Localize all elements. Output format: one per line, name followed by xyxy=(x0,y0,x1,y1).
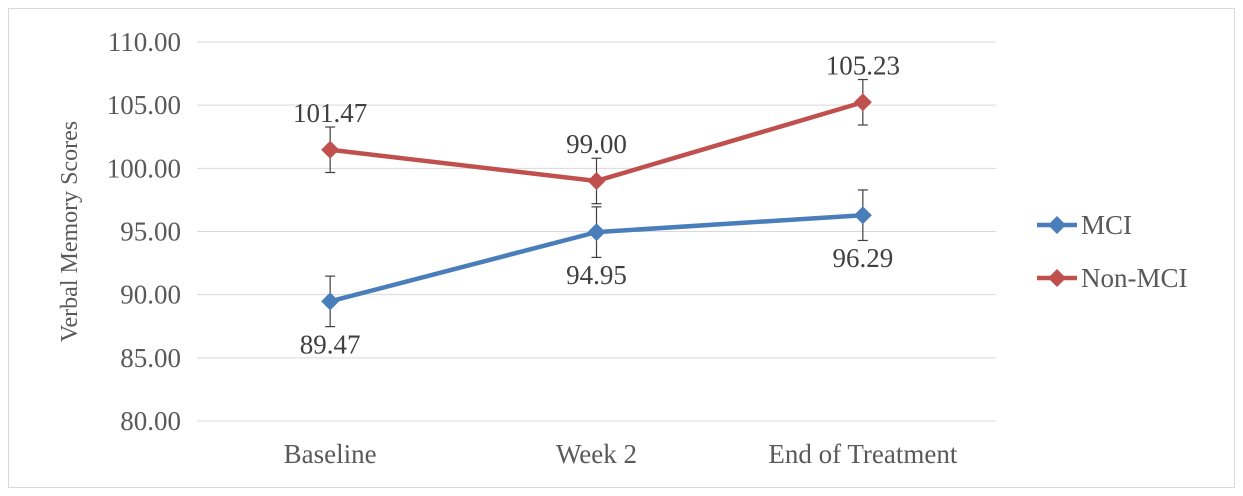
legend-item-mci[interactable]: MCI xyxy=(1037,210,1132,240)
data-point-mci[interactable] xyxy=(587,223,606,242)
legend-label-mci: MCI xyxy=(1081,210,1132,240)
legend-marker-mci xyxy=(1048,216,1066,234)
y-axis-tick-labels: 80.00 85.00 90.00 95.00 100.00 105.00 110.00 xyxy=(107,27,181,436)
series-layer xyxy=(321,78,872,328)
data-point-mci[interactable] xyxy=(321,292,340,311)
x-tick-label: Baseline xyxy=(284,439,377,469)
chart-svg: 80.00 85.00 90.00 95.00 100.00 105.00 110.00 B… xyxy=(57,27,1188,469)
data-label-mci: 89.47 xyxy=(300,329,361,359)
x-tick-label: Week 2 xyxy=(556,439,637,469)
legend-label-non-mci: Non-MCI xyxy=(1081,263,1188,293)
legend-marker-non-mci xyxy=(1048,269,1066,287)
y-axis-title: Verbal Memory Scores xyxy=(57,121,83,342)
y-tick-label: 105.00 xyxy=(107,90,181,120)
y-tick-label: 80.00 xyxy=(120,406,181,436)
data-labels: 89.47 94.95 96.29 101.47 99.00 105.23 xyxy=(293,50,900,359)
chart-frame: 80.00 85.00 90.00 95.00 100.00 105.00 110.00 B… xyxy=(8,8,1235,488)
data-label-non-mci: 105.23 xyxy=(826,50,900,80)
data-label-mci: 96.29 xyxy=(832,243,893,273)
y-tick-label: 110.00 xyxy=(108,27,181,57)
y-tick-label: 95.00 xyxy=(120,217,181,247)
data-label-mci: 94.95 xyxy=(566,260,627,290)
y-tick-label: 85.00 xyxy=(120,343,181,373)
data-point-non-mci[interactable] xyxy=(321,140,340,159)
data-point-mci[interactable] xyxy=(853,206,872,225)
y-tick-label: 90.00 xyxy=(120,280,181,310)
data-label-non-mci: 99.00 xyxy=(566,129,627,159)
y-tick-label: 100.00 xyxy=(107,153,181,183)
legend-item-non-mci[interactable]: Non-MCI xyxy=(1037,263,1188,293)
x-tick-label: End of Treatment xyxy=(768,439,957,469)
data-point-non-mci[interactable] xyxy=(853,93,872,112)
data-label-non-mci: 101.47 xyxy=(293,98,367,128)
data-point-non-mci[interactable] xyxy=(587,171,606,190)
x-axis: Baseline Week 2 End of Treatment xyxy=(284,439,958,469)
legend[interactable]: MCI Non-MCI xyxy=(1037,210,1188,293)
